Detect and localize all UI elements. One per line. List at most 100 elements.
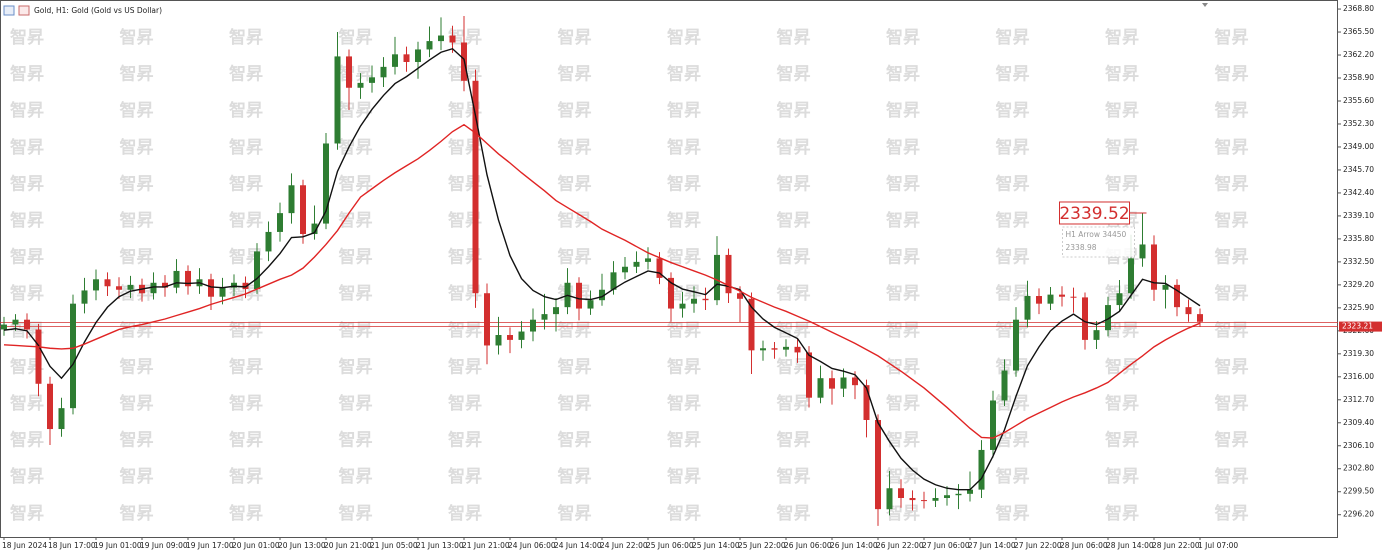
watermark: 智昇 <box>10 247 44 268</box>
candle-body <box>415 49 421 62</box>
candle-body <box>1105 305 1111 331</box>
watermark: 智昇 <box>229 430 263 451</box>
x-tick-label: 28 Jun 06:00 <box>1060 541 1108 550</box>
watermark: 智昇 <box>558 137 592 158</box>
y-tick-label: 2358.90 <box>1343 73 1374 82</box>
candle-body <box>254 251 260 290</box>
candle-body <box>898 488 904 498</box>
watermark: 智昇 <box>339 356 373 377</box>
price-label: 2339.52 <box>1059 204 1129 224</box>
candle-body <box>1185 307 1192 315</box>
y-tick-label: 2355.60 <box>1343 96 1374 105</box>
watermark: 智昇 <box>1215 137 1249 158</box>
watermark: 智昇 <box>120 64 154 85</box>
watermark: 智昇 <box>339 466 373 487</box>
watermark: 智昇 <box>1215 466 1249 487</box>
x-tick-label: 19 Jun 09:00 <box>140 541 188 550</box>
watermark: 智昇 <box>120 173 154 194</box>
x-tick-label: 26 Jun 14:00 <box>830 541 878 550</box>
candle-body <box>1070 296 1077 298</box>
candle-body <box>955 493 962 496</box>
watermark: 智昇 <box>777 393 811 414</box>
x-tick-label: 18 Jun 17:00 <box>48 541 96 550</box>
y-tick-label: 2352.30 <box>1343 119 1374 128</box>
candle-body <box>760 348 766 351</box>
candle-body <box>104 279 111 287</box>
x-tick-label: 21 Jun 13:00 <box>416 541 464 550</box>
watermark: 智昇 <box>1215 503 1249 524</box>
x-tick-label: 21 Jun 05:00 <box>370 541 418 550</box>
watermark: 智昇 <box>10 393 44 414</box>
watermark: 智昇 <box>120 210 154 231</box>
watermark: 智昇 <box>1215 247 1249 268</box>
y-tick-label: 2312.70 <box>1343 395 1374 404</box>
candle-body <box>426 41 433 50</box>
candle-body <box>219 287 226 297</box>
watermark: 智昇 <box>120 356 154 377</box>
watermark: 智昇 <box>120 320 154 341</box>
watermark: 智昇 <box>996 247 1030 268</box>
watermark: 智昇 <box>1105 356 1139 377</box>
candle-body <box>93 279 99 291</box>
watermark: 智昇 <box>1105 173 1139 194</box>
watermark: 智昇 <box>339 393 373 414</box>
candle-body <box>162 282 168 288</box>
watermark: 智昇 <box>667 247 701 268</box>
candle-body <box>1116 293 1123 306</box>
x-tick-label: 1 Jul 07:00 <box>1198 541 1238 550</box>
candle-body <box>311 223 318 235</box>
x-tick-label: 20 Jun 01:00 <box>232 541 280 550</box>
watermark: 智昇 <box>558 320 592 341</box>
x-tick-label: 25 Jun 14:00 <box>692 541 740 550</box>
chart-title: Gold, H1: Gold (Gold vs US Dollar) <box>34 6 162 15</box>
candle-body <box>622 266 628 273</box>
candle-body <box>553 307 559 315</box>
watermark: 智昇 <box>558 393 592 414</box>
watermark: 智昇 <box>886 356 920 377</box>
candle-body <box>403 54 410 62</box>
candle-body <box>794 346 801 353</box>
watermark: 智昇 <box>1215 27 1249 48</box>
watermark: 智昇 <box>777 27 811 48</box>
watermark: 智昇 <box>777 466 811 487</box>
watermark: 智昇 <box>448 320 482 341</box>
candle-body <box>300 185 306 235</box>
plot-frame <box>0 0 1338 538</box>
watermark: 智昇 <box>886 503 920 524</box>
candle-body <box>1151 244 1157 290</box>
candle-body <box>852 377 858 386</box>
watermark: 智昇 <box>886 210 920 231</box>
watermark: 智昇 <box>886 100 920 121</box>
watermark: 智昇 <box>777 320 811 341</box>
watermark: 智昇 <box>777 173 811 194</box>
candle-body <box>1024 296 1031 320</box>
x-tick-label: 18 Jun 2024 <box>2 541 47 550</box>
watermark: 智昇 <box>1105 320 1139 341</box>
candle-body <box>1093 330 1100 340</box>
x-tick-label: 26 Jun 22:00 <box>876 541 924 550</box>
candle-body <box>921 500 927 502</box>
candle-body <box>323 143 329 224</box>
candle-body <box>127 284 134 290</box>
watermark: 智昇 <box>339 247 373 268</box>
watermark: 智昇 <box>667 100 701 121</box>
watermark: 智昇 <box>120 503 154 524</box>
y-tick-label: 2332.50 <box>1343 257 1374 266</box>
watermark: 智昇 <box>996 100 1030 121</box>
watermark: 智昇 <box>777 64 811 85</box>
watermark: 智昇 <box>448 27 482 48</box>
candle-body <box>116 286 122 290</box>
watermark: 智昇 <box>777 283 811 304</box>
candle-body <box>840 377 847 389</box>
watermark: 智昇 <box>120 27 154 48</box>
candle-body <box>944 495 950 498</box>
watermark: 智昇 <box>1105 466 1139 487</box>
watermark: 智昇 <box>1215 210 1249 231</box>
watermark: 智昇 <box>1215 430 1249 451</box>
watermark: 智昇 <box>1105 137 1139 158</box>
watermark: 智昇 <box>229 393 263 414</box>
watermark: 智昇 <box>886 137 920 158</box>
watermark: 智昇 <box>339 430 373 451</box>
candle-body <box>587 300 594 309</box>
